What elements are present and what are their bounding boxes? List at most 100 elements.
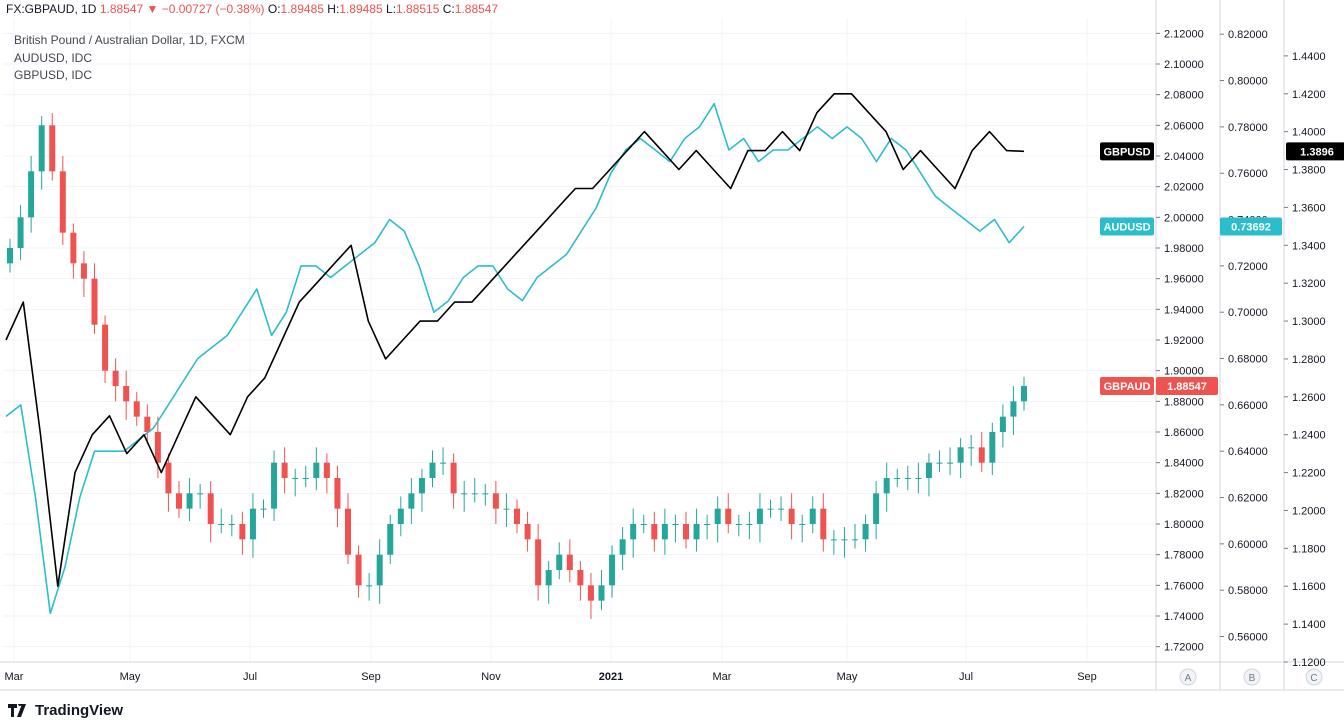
gbpaud-candle-84[interactable]	[894, 478, 901, 479]
gbpaud-candle-54[interactable]	[577, 570, 584, 586]
gbpaud-candle-89[interactable]	[947, 462, 954, 464]
gbpaud-candle-28[interactable]	[302, 478, 309, 479]
gbpaud-candle-55[interactable]	[587, 585, 594, 601]
gbpaud-candle-6[interactable]	[70, 232, 77, 264]
gbpaud-candle-39[interactable]	[418, 478, 425, 494]
gbpaud-candle-87[interactable]	[925, 462, 932, 478]
gbpaud-candle-24[interactable]	[260, 508, 267, 510]
gbpaud-candle-71[interactable]	[756, 508, 763, 524]
gbpaud-candle-34[interactable]	[366, 585, 373, 587]
gbpaud-candle-14[interactable]	[154, 432, 161, 463]
gbpaud-candle-35[interactable]	[376, 554, 383, 586]
legend-gbpusd[interactable]: GBPUSD, IDC	[14, 68, 93, 82]
tradingview-brand[interactable]: TradingView	[8, 702, 123, 719]
gbpaud-candle-31[interactable]	[334, 478, 341, 509]
gbpaud-candle-64[interactable]	[683, 524, 689, 540]
gbpaud-candle-5[interactable]	[59, 171, 66, 233]
gbpaud-candle-42[interactable]	[450, 462, 457, 494]
audusd-line[interactable]	[5, 102, 1025, 615]
gbpaud-candle-62[interactable]	[661, 524, 668, 540]
gbpaud-candle-96[interactable]	[1021, 386, 1027, 402]
gbpaud-candle-95[interactable]	[1010, 401, 1017, 417]
gbpaud-candle-38[interactable]	[408, 493, 415, 509]
gbpaud-candle-83[interactable]	[883, 478, 890, 494]
gbpaud-candle-63[interactable]	[672, 524, 679, 525]
audusd-badge[interactable]	[1100, 217, 1154, 236]
gbpusd-line[interactable]	[5, 93, 1025, 587]
gbpaud-candle-12[interactable]	[133, 401, 140, 417]
symbol-name[interactable]: FX:GBPAUD, 1D	[6, 2, 97, 16]
gbpaud-candle-85[interactable]	[904, 478, 911, 479]
gbpaud-candle-57[interactable]	[609, 554, 616, 586]
gbpaud-candle-0[interactable]	[7, 248, 13, 264]
gbpaud-candle-2[interactable]	[28, 171, 35, 218]
gbpaud-candle-59[interactable]	[630, 524, 637, 540]
gbpaud-candle-73[interactable]	[778, 508, 785, 510]
gbpaud-candle-9[interactable]	[102, 324, 109, 371]
gbpaud-candle-30[interactable]	[323, 462, 330, 478]
gbpaud-candle-16[interactable]	[176, 493, 182, 509]
gbpaud-candle-27[interactable]	[292, 478, 299, 479]
gbpaud-candle-33[interactable]	[355, 554, 362, 586]
axis-c-button[interactable]	[1305, 668, 1323, 686]
legend-gbpaud[interactable]: British Pound / Australian Dollar, 1D, F…	[14, 33, 245, 47]
gbpaud-candle-45[interactable]	[482, 493, 489, 495]
gbpaud-candle-53[interactable]	[566, 554, 573, 570]
gbpaud-candle-78[interactable]	[830, 539, 837, 541]
legend-audusd[interactable]: AUDUSD, IDC	[14, 51, 93, 65]
gbpaud-candle-52[interactable]	[556, 554, 563, 570]
gbpaud-candle-25[interactable]	[271, 462, 278, 509]
gbpaud-candle-56[interactable]	[598, 585, 605, 601]
gbpaud-candle-37[interactable]	[397, 508, 404, 524]
gbpaud-candle-4[interactable]	[49, 125, 56, 172]
gbpaud-candle-48[interactable]	[514, 508, 520, 524]
gbpaud-candle-93[interactable]	[989, 432, 996, 463]
gbpaud-candle-10[interactable]	[112, 370, 119, 386]
gbpaud-candle-61[interactable]	[651, 524, 658, 540]
gbpaud-candle-91[interactable]	[968, 447, 975, 449]
gbpaud-candle-51[interactable]	[545, 570, 552, 586]
gbpusd-badge[interactable]	[1100, 142, 1154, 161]
gbpaud-candle-82[interactable]	[873, 493, 880, 524]
gbpaud-candle-47[interactable]	[503, 508, 510, 510]
gbpaud-candle-92[interactable]	[978, 447, 985, 463]
gbpaud-candle-90[interactable]	[957, 447, 964, 463]
gbpaud-candle-32[interactable]	[345, 508, 351, 555]
gbpaud-candle-58[interactable]	[619, 539, 626, 555]
gbpaud-candle-46[interactable]	[492, 493, 499, 509]
gbpaud-candle-17[interactable]	[186, 493, 193, 509]
gbpaud-candle-43[interactable]	[461, 493, 468, 495]
gbpaud-candle-23[interactable]	[249, 508, 256, 540]
gbpaud-candle-60[interactable]	[640, 524, 647, 525]
gbpaud-candle-72[interactable]	[767, 508, 774, 510]
gbpaud-candle-1[interactable]	[17, 217, 24, 248]
axis-a-button[interactable]	[1179, 668, 1197, 686]
gbpaud-candle-7[interactable]	[80, 263, 87, 279]
gbpaud-badge[interactable]	[1100, 377, 1154, 395]
gbpaud-candle-15[interactable]	[165, 462, 172, 494]
gbpaud-candle-81[interactable]	[862, 524, 869, 540]
gbpaud-candle-74[interactable]	[788, 508, 795, 524]
gbpaud-candle-86[interactable]	[915, 478, 922, 479]
gbpaud-candle-50[interactable]	[535, 539, 542, 586]
gbpaud-candle-77[interactable]	[820, 508, 827, 540]
gbpaud-candle-20[interactable]	[218, 524, 225, 525]
gbpaud-candle-21[interactable]	[228, 524, 235, 525]
gbpaud-candle-41[interactable]	[440, 462, 447, 464]
gbpaud-candle-79[interactable]	[841, 539, 848, 541]
gbpaud-candle-80[interactable]	[852, 539, 858, 541]
gbpaud-candle-3[interactable]	[38, 125, 45, 172]
gbpaud-candle-22[interactable]	[239, 524, 246, 540]
gbpaud-candle-44[interactable]	[471, 493, 478, 495]
gbpaud-candle-49[interactable]	[524, 524, 531, 540]
gbpaud-candle-76[interactable]	[809, 508, 816, 524]
axis-b-button[interactable]	[1243, 668, 1261, 686]
gbpaud-candle-94[interactable]	[999, 416, 1006, 432]
gbpaud-candle-36[interactable]	[387, 524, 394, 555]
gbpaud-candle-75[interactable]	[799, 524, 806, 525]
gbpaud-candle-8[interactable]	[91, 278, 98, 325]
gbpaud-candle-19[interactable]	[207, 493, 214, 524]
gbpaud-candle-66[interactable]	[704, 524, 711, 525]
gbpaud-candle-11[interactable]	[123, 386, 130, 402]
